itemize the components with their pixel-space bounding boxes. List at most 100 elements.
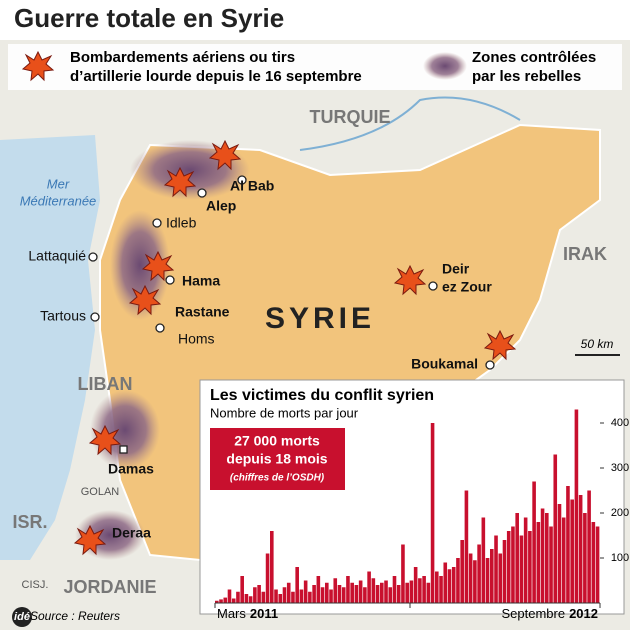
chart-title: Les victimes du conflit syrien <box>210 387 434 404</box>
bar <box>308 591 312 603</box>
city-label: Tartous <box>40 308 86 324</box>
x-label-month: Septembre <box>501 606 565 621</box>
bar <box>549 526 553 603</box>
country-label: JORDANIE <box>63 577 156 597</box>
city-dots <box>88 175 495 454</box>
bar <box>494 535 498 603</box>
bar <box>435 571 439 603</box>
region-label: GOLAN <box>81 486 120 498</box>
bar <box>561 517 566 603</box>
city-label: Homs <box>178 331 215 347</box>
bar <box>278 594 283 603</box>
bar <box>363 587 367 603</box>
city-label: Idleb <box>166 215 197 231</box>
annotation: 27 000 morts <box>234 433 320 449</box>
legend-text: Zones contrôlées <box>472 49 596 66</box>
y-tick-label: 400 <box>611 417 629 429</box>
bar <box>506 531 511 603</box>
bar <box>485 558 490 603</box>
annotation: (chiffres de l’OSDH) <box>230 473 325 484</box>
country-label: ISR. <box>12 512 47 532</box>
bar <box>477 544 481 603</box>
bar <box>481 517 486 603</box>
bar <box>595 526 600 603</box>
bar <box>291 591 295 603</box>
city-dot <box>88 252 98 262</box>
bar <box>295 567 299 603</box>
bar <box>447 569 452 603</box>
title-band <box>0 0 630 40</box>
legend-text: par les rebelles <box>472 68 581 85</box>
scale-label: 50 km <box>581 337 614 351</box>
bar <box>473 560 477 603</box>
region-label: CISJ. <box>22 579 49 591</box>
bar <box>545 513 549 603</box>
bar <box>388 587 393 603</box>
river <box>299 96 521 151</box>
bar <box>422 576 426 603</box>
city-label: Alep <box>206 198 236 214</box>
sea <box>0 135 100 560</box>
bar <box>578 495 583 603</box>
bar <box>426 582 431 603</box>
bar <box>553 454 558 603</box>
bar <box>443 562 448 603</box>
bar <box>515 513 519 603</box>
legend-text: d’artillerie lourde depuis le 16 septemb… <box>70 68 362 85</box>
bar <box>257 585 261 603</box>
city-dot <box>90 312 100 322</box>
bar <box>591 522 596 603</box>
bar <box>566 486 570 603</box>
x-label-month: Mars <box>217 606 246 621</box>
bar <box>236 591 240 603</box>
bar <box>219 599 223 603</box>
city-dot <box>428 281 438 291</box>
city-label: Lattaquié <box>28 248 86 264</box>
bar <box>350 582 354 603</box>
bar <box>253 587 257 603</box>
bar <box>413 567 418 603</box>
bar <box>282 587 287 603</box>
city-dot <box>152 218 162 228</box>
annotation: depuis 18 mois <box>226 451 327 467</box>
bar <box>430 423 435 603</box>
bar <box>583 513 587 603</box>
bar <box>409 580 414 603</box>
x-label-year: 2011 <box>250 606 278 621</box>
city-label: Rastane <box>175 304 230 320</box>
chart-inset: Les victimes du conflit syrien Nombre de… <box>199 379 629 621</box>
sea-label: Mer <box>47 176 70 191</box>
y-tick-label: 100 <box>611 552 629 564</box>
city-dot <box>197 188 207 198</box>
bar <box>358 580 363 603</box>
legend <box>8 44 622 90</box>
bar <box>511 526 515 603</box>
chart-subtitle: Nombre de morts par jour <box>210 405 359 420</box>
bar <box>341 587 346 603</box>
bar <box>528 531 532 603</box>
city-label: Hama <box>182 273 220 289</box>
city-label: Damas <box>108 461 154 477</box>
bar <box>502 540 507 603</box>
source: Source : Reuters <box>30 609 120 623</box>
sea-label: Méditerranée <box>20 193 97 208</box>
bar <box>286 582 291 603</box>
title: Guerre totale en Syrie <box>14 3 284 33</box>
bar <box>456 558 460 603</box>
legend-text: Bombardements aériens ou tirs <box>70 49 295 66</box>
country-label: TURQUIE <box>310 107 391 127</box>
bar <box>367 571 371 603</box>
bar <box>401 544 405 603</box>
city-dot <box>119 445 128 454</box>
x-label: Septembre 2012 <box>501 606 598 621</box>
bar <box>523 517 528 603</box>
bar <box>405 582 409 603</box>
city-label: Al Bab <box>230 178 274 194</box>
city-label: Deir <box>442 261 470 277</box>
city-dot <box>165 275 175 285</box>
y-tick-label: 200 <box>611 507 629 519</box>
bar <box>451 567 456 603</box>
bar <box>439 576 443 603</box>
bar <box>498 553 503 603</box>
